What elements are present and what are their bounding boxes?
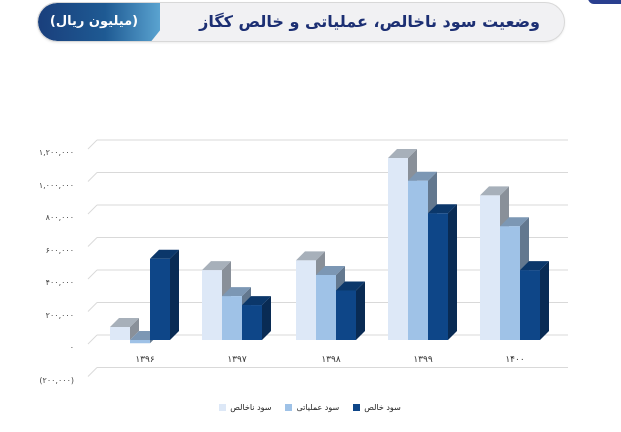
y-tick-label: (۲۰۰,۰۰۰) xyxy=(39,375,74,385)
y-tick-label: ۶۰۰,۰۰۰ xyxy=(45,245,74,255)
bar xyxy=(500,226,520,340)
chart-legend: سود ناخالص سود عملیاتی سود خالص xyxy=(200,401,420,413)
bar xyxy=(222,296,242,340)
legend-label: سود عملیاتی xyxy=(296,402,340,412)
bar xyxy=(242,305,262,340)
bar xyxy=(336,290,356,340)
bar xyxy=(316,275,336,340)
bar xyxy=(428,213,448,340)
legend-swatch xyxy=(353,403,361,411)
y-tick-label: ۴۰۰,۰۰۰ xyxy=(45,278,74,287)
y-tick-label: ۱,۰۰۰,۰۰۰ xyxy=(38,180,74,190)
bar xyxy=(202,270,222,340)
legend-item: سود عملیاتی xyxy=(285,401,339,413)
x-tick-label: ۱۳۹۶ xyxy=(135,355,155,365)
bar xyxy=(520,270,540,340)
bar xyxy=(150,258,170,340)
legend-label: سود خالص xyxy=(364,402,401,412)
bar xyxy=(408,180,428,340)
chart-header: (میلیون ریال) وضعیت سود ناخالص، عملیاتی … xyxy=(37,2,565,42)
y-tick-label: ۸۰۰,۰۰۰ xyxy=(45,213,74,222)
bar xyxy=(388,158,408,340)
chart-title: وضعیت سود ناخالص، عملیاتی و خالص کگاز xyxy=(199,12,540,31)
bar xyxy=(480,195,500,340)
bar xyxy=(110,327,130,340)
legend-label: سود ناخالص xyxy=(230,402,272,412)
unit-badge: (میلیون ریال) xyxy=(38,3,160,41)
x-tick-label: ۱۳۹۷ xyxy=(227,355,247,365)
y-tick-label: ۱,۲۰۰,۰۰۰ xyxy=(38,148,74,157)
legend-swatch xyxy=(285,403,293,411)
corner-tab xyxy=(588,0,621,4)
y-tick-label: ۲۰۰,۰۰۰ xyxy=(45,310,74,320)
legend-item: سود ناخالص xyxy=(219,401,271,413)
unit-label: (میلیون ریال) xyxy=(49,14,139,29)
x-tick-label: ۱۳۹۹ xyxy=(413,355,433,365)
y-tick-label: ۰ xyxy=(69,343,74,352)
legend-item: سود خالص xyxy=(353,401,401,413)
x-tick-label: ۱۳۹۸ xyxy=(321,355,341,365)
bar xyxy=(296,260,316,340)
x-tick-label: ۱۴۰۰ xyxy=(505,355,525,365)
bar xyxy=(130,340,150,344)
legend-swatch xyxy=(219,403,227,411)
